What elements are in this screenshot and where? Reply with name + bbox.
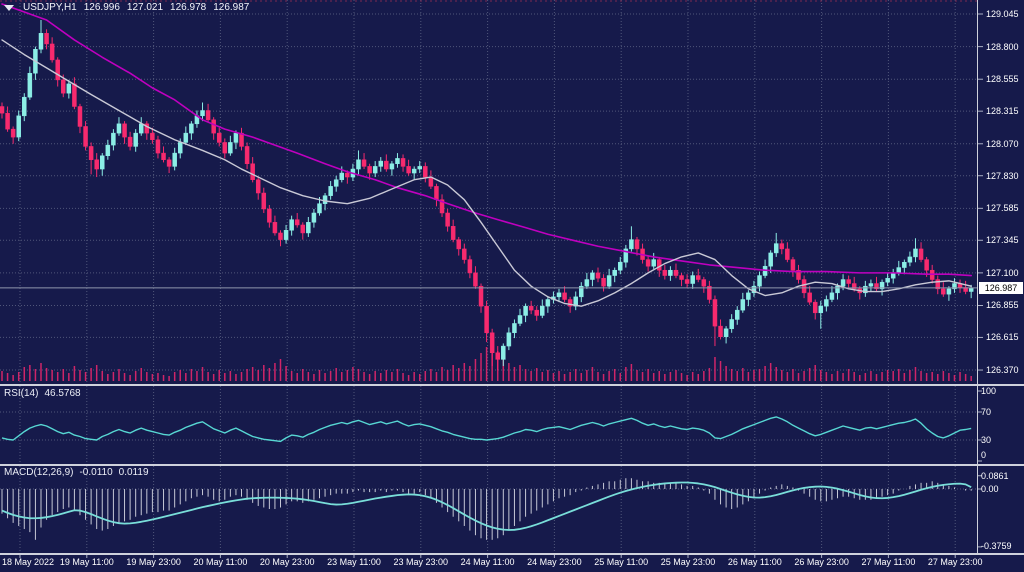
macd-histogram: [1, 478, 972, 540]
pane-separators: [0, 0, 1024, 555]
macd-signal-line: [1, 481, 972, 531]
gridlines: [0, 0, 977, 552]
ma-fast-line: [1, 39, 972, 307]
axis-ticks: [19, 13, 983, 558]
volume-bars: [1, 341, 972, 381]
rsi-line: [1, 416, 972, 443]
candles: [0, 19, 974, 371]
ma-slow-line: [1, 3, 972, 277]
